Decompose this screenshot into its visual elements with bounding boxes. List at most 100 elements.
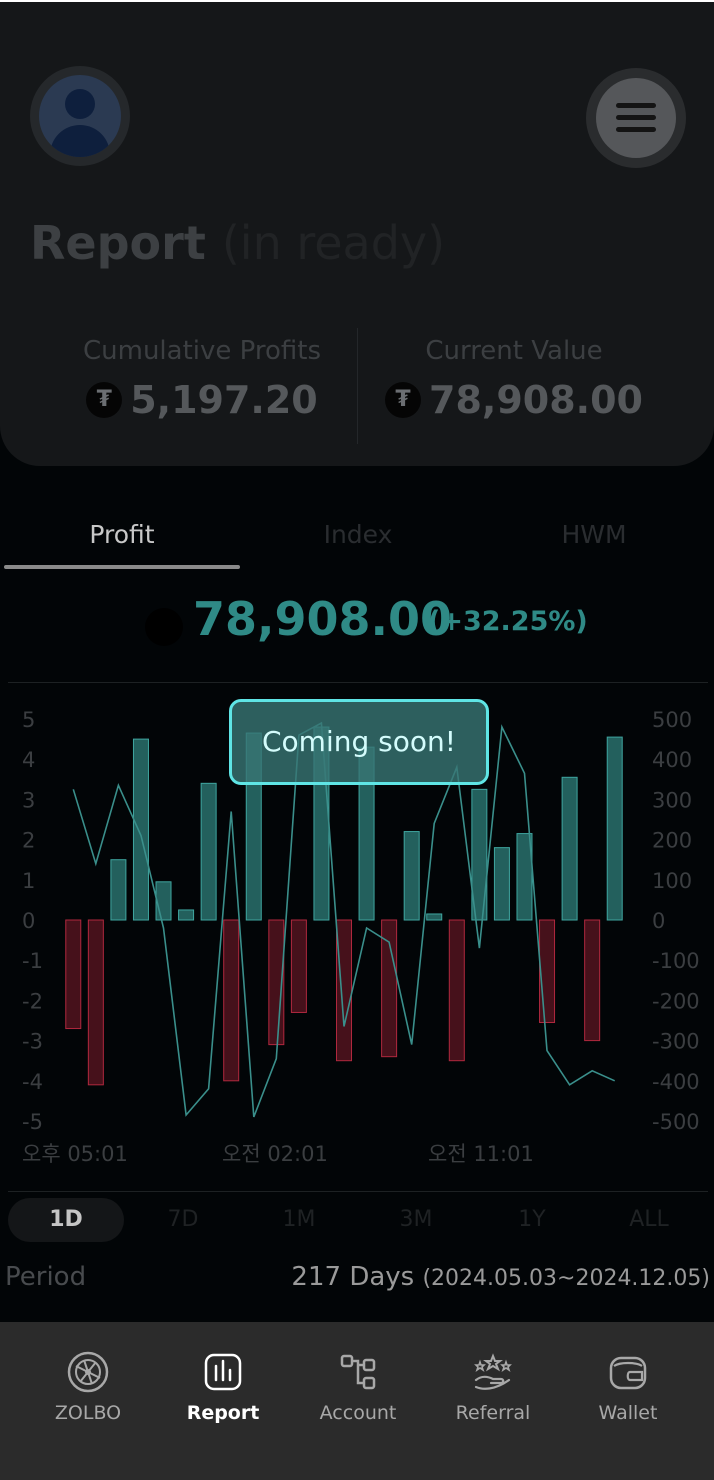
top-border <box>0 0 714 2</box>
left-axis-tick: 4 <box>22 748 35 772</box>
right-axis-tick: 300 <box>652 788 692 812</box>
profit-bar <box>471 788 488 921</box>
summary-value: 78,908.00 <box>193 592 452 646</box>
profit-bar <box>426 913 443 921</box>
active-tab-indicator <box>4 565 240 569</box>
left-axis-tick: -1 <box>22 949 43 973</box>
cumulative-profits-label: Cumulative Profits <box>82 336 322 366</box>
left-axis-tick: 0 <box>22 909 35 933</box>
period-days: 217 Days (2024.05.03~2024.12.05) <box>291 1262 710 1292</box>
menu-button[interactable] <box>586 68 686 168</box>
chart-tabs: Profit Index HWM <box>4 506 714 570</box>
left-axis-tick: -3 <box>22 1030 43 1054</box>
profit-bar <box>606 736 623 921</box>
left-axis-tick: 2 <box>22 829 35 853</box>
right-axis-tick: 200 <box>652 829 692 853</box>
header-card: Report (in ready) Cumulative Profits ₮ 5… <box>0 2 714 466</box>
profit-bar <box>155 881 172 921</box>
period-date-range: (2024.05.03~2024.12.05) <box>422 1266 710 1291</box>
profit-bar <box>178 909 195 921</box>
right-axis-tick: -500 <box>652 1110 700 1134</box>
report-icon <box>204 1353 242 1391</box>
current-value-value: 78,908.00 <box>429 378 643 422</box>
profit-bar <box>200 782 217 921</box>
nav-label-wallet: Wallet <box>598 1402 658 1424</box>
period-days-count: 217 Days <box>291 1262 415 1292</box>
nav-item-wallet[interactable]: Wallet <box>558 1350 698 1424</box>
coin-icon <box>145 608 183 646</box>
loss-bar <box>336 919 352 1062</box>
summary-value-row: 78,908.00 (+32.25%) <box>0 590 714 660</box>
current-value-stat: Current Value ₮ 78,908.00 <box>364 336 664 422</box>
loss-bar <box>65 919 82 1030</box>
x-axis-tick: 오전 11:01 <box>428 1142 534 1166</box>
tab-hwm[interactable]: HWM <box>561 520 627 549</box>
profit-bar <box>561 776 578 921</box>
nav-item-account[interactable]: Account <box>288 1350 428 1424</box>
tether-coin-icon: ₮ <box>385 382 422 418</box>
current-value-label: Current Value <box>425 336 603 366</box>
loss-bar <box>539 919 556 1024</box>
right-axis-tick: -400 <box>652 1070 700 1094</box>
nav-item-report[interactable]: Report <box>153 1350 293 1424</box>
loss-bar <box>290 919 307 1013</box>
left-axis-tick: 3 <box>22 788 35 812</box>
right-axis-tick: -300 <box>652 1030 700 1054</box>
right-axis-tick: 500 <box>652 708 692 732</box>
x-axis-tick: 오전 02:01 <box>222 1142 328 1166</box>
nav-item-referral[interactable]: Referral <box>423 1350 563 1424</box>
nav-label-referral: Referral <box>455 1402 531 1424</box>
referral-icon <box>474 1353 512 1390</box>
period-1y[interactable]: 1Y <box>518 1207 546 1232</box>
profit-bar <box>110 859 127 921</box>
nav-item-zolbo[interactable]: ZOLBO <box>18 1350 158 1424</box>
period-7d[interactable]: 7D <box>167 1207 199 1232</box>
profit-bar <box>493 847 510 921</box>
loss-bar <box>223 919 240 1082</box>
profit-bar <box>516 833 533 921</box>
profit-bar <box>132 738 149 921</box>
value-line <box>72 721 616 1118</box>
right-axis-tick: 400 <box>652 748 692 772</box>
user-icon <box>39 75 121 157</box>
cumulative-profits-stat: Cumulative Profits ₮ 5,197.20 <box>52 336 352 422</box>
left-axis-tick: -2 <box>22 989 43 1013</box>
left-axis-tick: -5 <box>22 1110 43 1134</box>
nav-label-account: Account <box>319 1402 397 1424</box>
loss-bar <box>584 919 601 1042</box>
loss-bar <box>448 919 465 1062</box>
period-all[interactable]: ALL <box>629 1207 669 1232</box>
left-axis-tick: 5 <box>22 708 35 732</box>
profit-bar <box>403 831 420 921</box>
period-3m[interactable]: 3M <box>399 1207 433 1232</box>
period-1m[interactable]: 1M <box>282 1207 316 1232</box>
tab-profit[interactable]: Profit <box>89 520 155 549</box>
page-title: Report (in ready) <box>30 216 445 270</box>
right-axis-tick: -200 <box>652 989 700 1013</box>
wallet-icon <box>609 1356 647 1390</box>
bottom-nav: ZOLBO Report Account Referral <box>0 1322 714 1480</box>
left-axis-tick: 1 <box>22 869 35 893</box>
period-1d[interactable]: 1D <box>8 1198 124 1242</box>
hamburger-icon <box>596 78 676 158</box>
nav-label-report: Report <box>186 1402 260 1424</box>
period-info: Period 217 Days (2024.05.03~2024.12.05) <box>0 1260 714 1300</box>
x-axis-tick: 오후 05:01 <box>22 1142 128 1166</box>
account-icon <box>340 1354 376 1390</box>
coming-soon-toast: Coming soon! <box>229 699 489 785</box>
right-axis-tick: -100 <box>652 949 700 973</box>
right-axis-tick: 100 <box>652 869 692 893</box>
period-label: Period <box>5 1262 87 1292</box>
left-axis-tick: -4 <box>22 1070 43 1094</box>
tab-index[interactable]: Index <box>323 520 393 549</box>
stat-divider <box>357 328 358 444</box>
loss-bar <box>381 919 398 1058</box>
right-axis-tick: 0 <box>652 909 665 933</box>
page-title-suffix: (in ready) <box>221 216 446 270</box>
page-title-text: Report <box>30 216 206 270</box>
period-selector: 1D 7D 1M 3M 1Y ALL <box>8 1198 708 1244</box>
loss-bar <box>87 919 104 1086</box>
avatar[interactable] <box>30 66 130 166</box>
summary-change: (+32.25%) <box>428 606 588 637</box>
tether-coin-icon: ₮ <box>86 382 123 418</box>
